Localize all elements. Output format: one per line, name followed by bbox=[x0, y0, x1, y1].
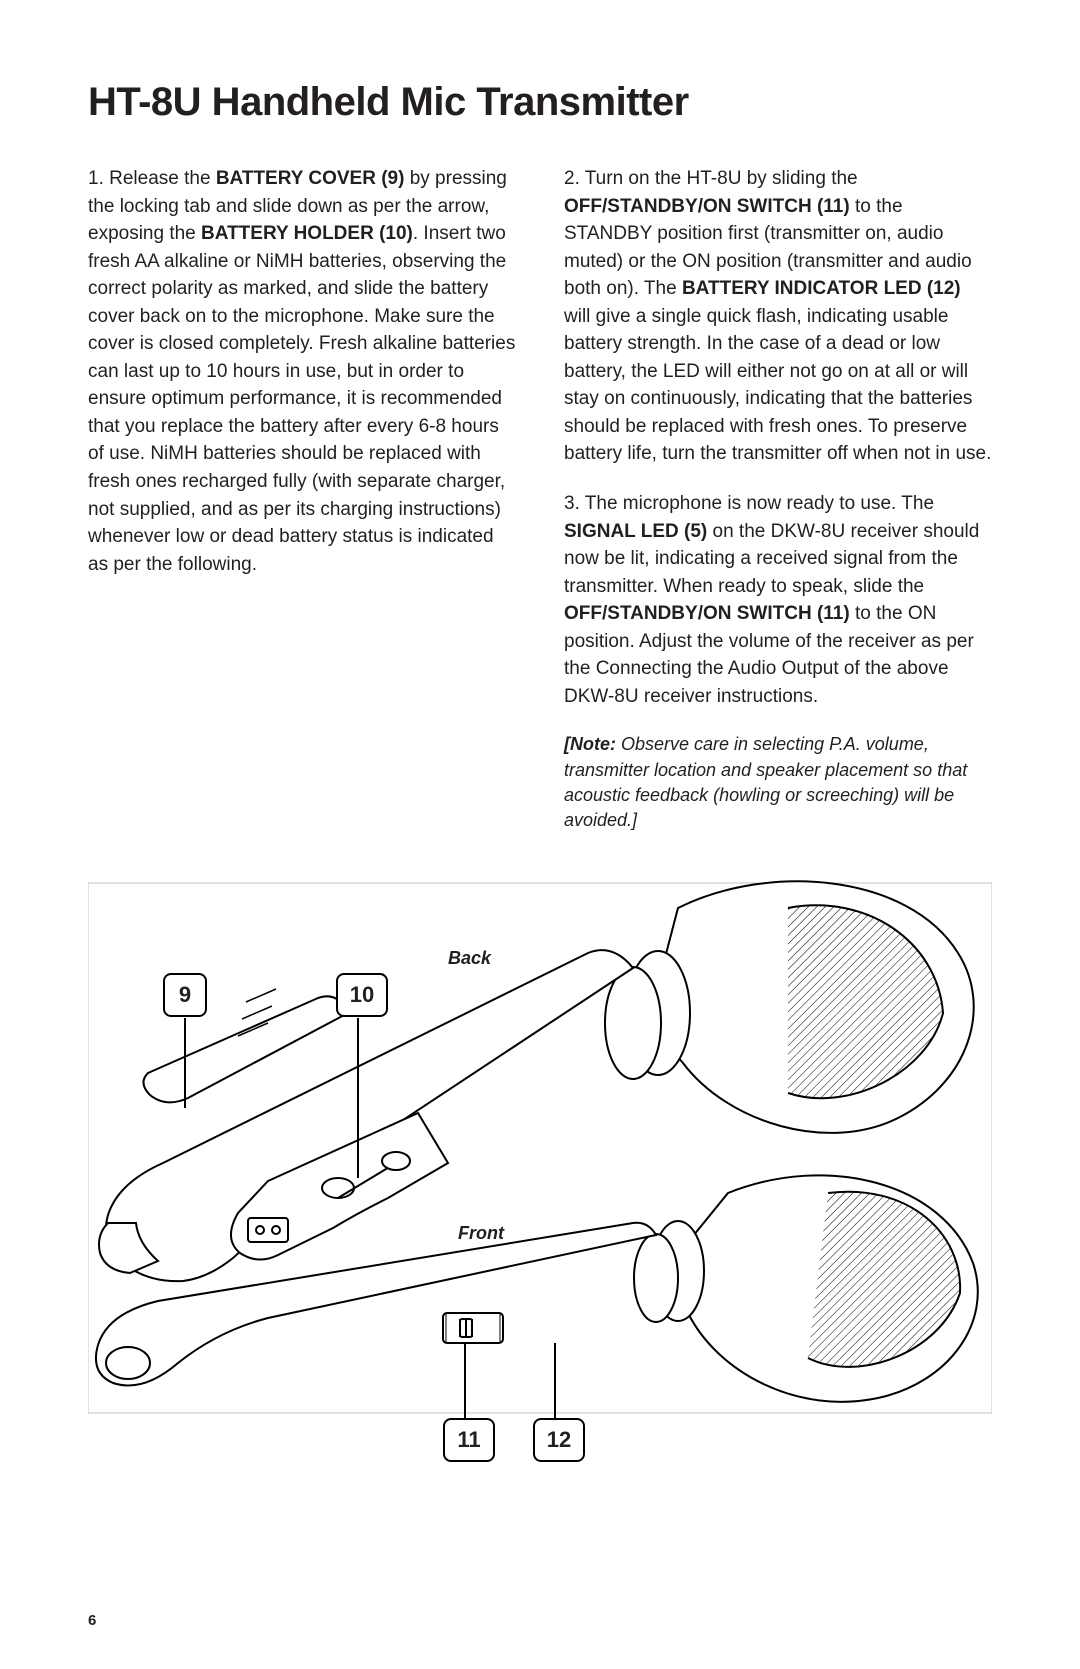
text-bold: BATTERY COVER (9) bbox=[216, 168, 405, 189]
text-run: . Insert two fresh AA alkaline or NiMH b… bbox=[88, 223, 515, 575]
text-bold: OFF/STANDBY/ON SWITCH (11) bbox=[564, 196, 850, 217]
callout-9: 9 bbox=[163, 973, 207, 1017]
note-label: [Note: bbox=[564, 734, 616, 754]
page-number: 6 bbox=[88, 1612, 96, 1629]
callout-11: 11 bbox=[443, 1418, 495, 1462]
text-bold: OFF/STANDBY/ON SWITCH (11) bbox=[564, 603, 850, 624]
mic-illustration bbox=[88, 863, 992, 1483]
note-paragraph: [Note: Observe care in selecting P.A. vo… bbox=[564, 732, 992, 833]
diagram-label-front: Front bbox=[458, 1223, 504, 1244]
callout-10: 10 bbox=[336, 973, 388, 1017]
mic-diagram: Back Front 9 10 11 12 bbox=[88, 863, 992, 1483]
text-run: will give a single quick ﬂash, indicatin… bbox=[564, 306, 991, 465]
paragraph-1: 1. Release the BATTERY COVER (9) by pres… bbox=[88, 165, 516, 578]
page-title: HT-8U Handheld Mic Transmitter bbox=[88, 80, 992, 125]
text-bold: BATTERY INDICATOR LED (12) bbox=[682, 278, 961, 299]
diagram-label-back: Back bbox=[448, 948, 491, 969]
text-run: 1. Release the bbox=[88, 168, 216, 189]
text-run: 2. Turn on the HT-8U by sliding the bbox=[564, 168, 858, 189]
note-text: Observe care in selecting P.A. volume, t… bbox=[564, 734, 967, 830]
callout-12: 12 bbox=[533, 1418, 585, 1462]
text-run: 3. The microphone is now ready to use. T… bbox=[564, 493, 934, 514]
paragraph-3: 3. The microphone is now ready to use. T… bbox=[564, 490, 992, 710]
text-bold: SIGNAL LED (5) bbox=[564, 521, 707, 542]
text-bold: BATTERY HOLDER (10) bbox=[201, 223, 413, 244]
paragraph-2: 2. Turn on the HT-8U by sliding the OFF/… bbox=[564, 165, 992, 468]
page: HT-8U Handheld Mic Transmitter 1. Releas… bbox=[0, 0, 1080, 1669]
body-text: 1. Release the BATTERY COVER (9) by pres… bbox=[88, 165, 992, 833]
